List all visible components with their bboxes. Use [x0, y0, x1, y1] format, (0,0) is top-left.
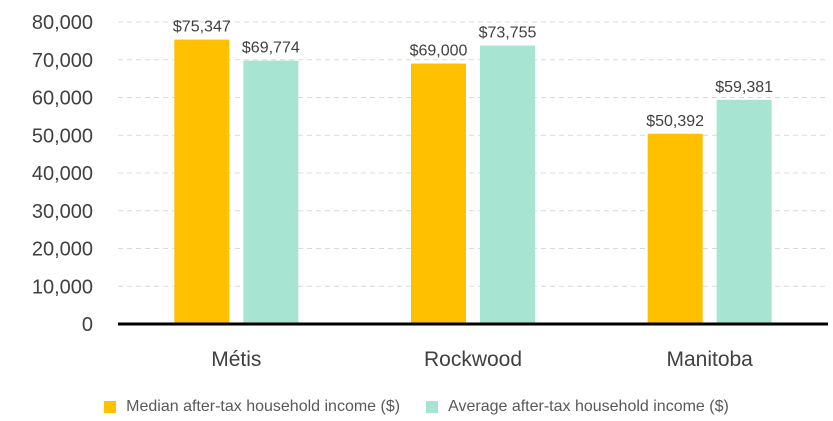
- bar-average: [480, 45, 535, 324]
- y-tick-label: 20,000: [32, 239, 93, 261]
- data-label: $69,774: [242, 40, 300, 57]
- y-tick-label: 40,000: [32, 163, 93, 185]
- legend-item-median: Median after-tax household income ($): [104, 398, 400, 416]
- y-tick-label: 50,000: [32, 125, 93, 147]
- bar-average: [243, 60, 299, 324]
- legend: Median after-tax household income ($) Av…: [0, 398, 833, 416]
- y-tick-label: 30,000: [32, 201, 93, 223]
- legend-swatch-average: [426, 401, 439, 413]
- data-label: $73,755: [479, 25, 537, 42]
- legend-swatch-median: [104, 401, 117, 413]
- x-tick-label: Métis: [211, 348, 261, 371]
- data-label: $69,000: [410, 43, 468, 60]
- bar-average: [716, 99, 772, 324]
- data-label: $75,347: [173, 19, 231, 36]
- y-tick-label: 0: [82, 314, 93, 336]
- y-tick-label: 10,000: [32, 276, 93, 298]
- data-label: $50,392: [646, 113, 704, 130]
- x-tick-label: Rockwood: [424, 348, 522, 371]
- bar-median: [647, 133, 703, 324]
- bar-median: [174, 39, 230, 325]
- x-tick-label: Manitoba: [666, 348, 753, 371]
- legend-label-average: Average after-tax household income ($): [448, 398, 729, 415]
- legend-label-median: Median after-tax household income ($): [126, 398, 401, 415]
- legend-item-average: Average after-tax household income ($): [426, 398, 729, 416]
- data-label: $59,381: [715, 79, 773, 96]
- y-tick-label: 70,000: [32, 50, 93, 72]
- y-tick-label: 60,000: [32, 88, 93, 110]
- y-tick-label: 80,000: [32, 12, 93, 34]
- bar-median: [411, 63, 466, 325]
